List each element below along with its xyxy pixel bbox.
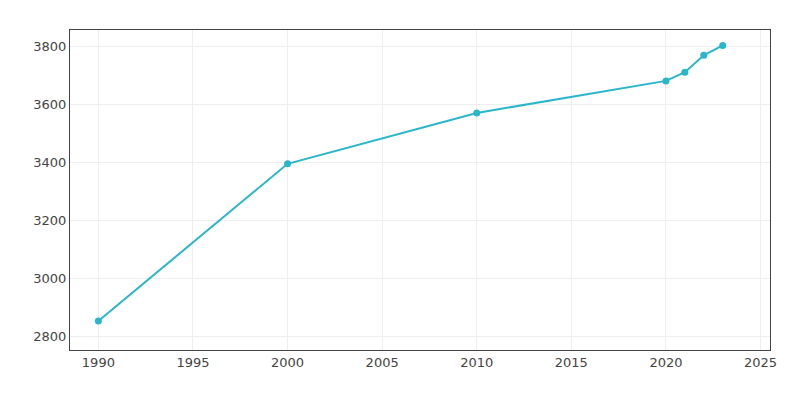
svg-text:2010: 2010 <box>460 355 493 370</box>
svg-text:1990: 1990 <box>82 355 115 370</box>
svg-text:3000: 3000 <box>33 271 66 286</box>
svg-text:2005: 2005 <box>366 355 399 370</box>
svg-text:2020: 2020 <box>649 355 682 370</box>
svg-text:3600: 3600 <box>33 97 66 112</box>
svg-text:2015: 2015 <box>555 355 588 370</box>
svg-text:3400: 3400 <box>33 155 66 170</box>
svg-text:2800: 2800 <box>33 329 66 344</box>
svg-text:1995: 1995 <box>176 355 209 370</box>
svg-text:2000: 2000 <box>271 355 304 370</box>
svg-text:2025: 2025 <box>744 355 777 370</box>
svg-text:3200: 3200 <box>33 213 66 228</box>
svg-text:3800: 3800 <box>33 39 66 54</box>
